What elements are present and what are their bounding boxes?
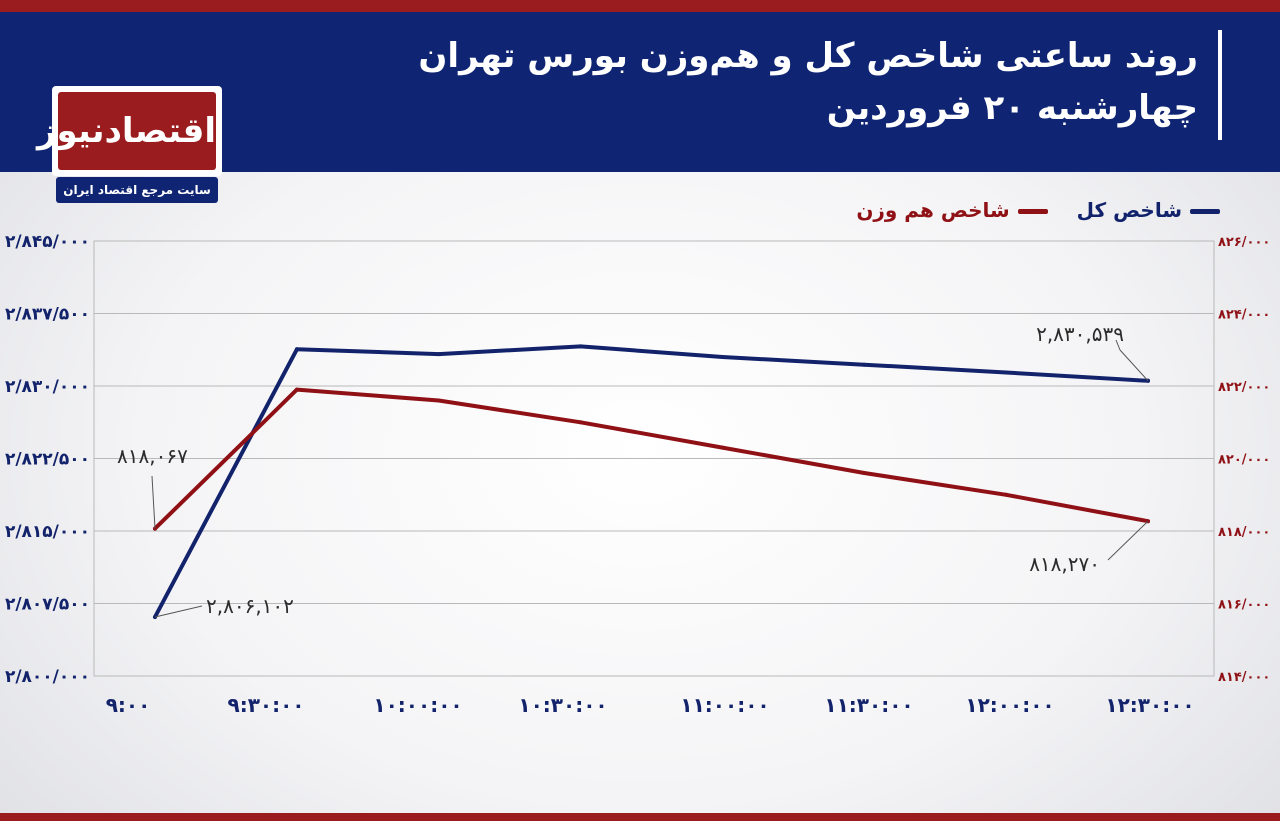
right-axis-tick-label: ۸۲۰/۰۰۰	[1218, 453, 1270, 468]
logo-wordmark: اقتصادنیوز	[37, 92, 217, 170]
right-axis-tick-label: ۸۲۴/۰۰۰	[1218, 308, 1270, 323]
legend-swatch-red	[1017, 209, 1048, 214]
legend: شاخص کل شاخص هم وزن	[834, 198, 1220, 222]
annotation-leader	[1107, 520, 1149, 561]
series-point-1	[578, 420, 583, 425]
data-label: ۸۱۸,۰۶۷	[117, 444, 188, 468]
series-point-0	[1004, 370, 1009, 375]
series-point-1	[720, 445, 725, 450]
title-line-2: چهارشنبه ۲۰ فروردین	[826, 88, 1198, 128]
annotation-leader	[151, 475, 156, 529]
x-axis-tick-label: ۱۲:۳۰:۰۰	[1105, 693, 1194, 717]
chart-title: روند ساعتی شاخص کل و هم‌وزن بورس تهران چ…	[418, 30, 1198, 134]
right-axis-tick-label: ۸۱۴/۰۰۰	[1218, 670, 1270, 685]
title-line-1: روند ساعتی شاخص کل و هم‌وزن بورس تهران	[418, 36, 1198, 76]
x-axis-tick-label: ۹:۳۰:۰۰	[227, 693, 304, 717]
logo-tagline: سایت مرجع اقتصاد ایران	[56, 177, 218, 203]
right-axis-tick-label: ۸۲۲/۰۰۰	[1218, 380, 1270, 395]
annotation-leader	[1119, 349, 1149, 382]
series-point-0	[720, 355, 725, 359]
x-axis-tick-label: ۱۱:۳۰:۰۰	[824, 693, 913, 717]
series-point-1	[862, 471, 867, 475]
legend-label-equal-weight: شاخص هم وزن	[856, 198, 1010, 222]
data-label: ۲,۸۳۰,۵۳۹	[1036, 322, 1124, 346]
legend-label-total-index: شاخص کل	[1076, 198, 1182, 222]
x-axis-tick-label: ۱۰:۳۰:۰۰	[518, 693, 607, 717]
right-axis-tick-label: ۸۱۸/۰۰۰	[1218, 525, 1270, 540]
annotation-leader	[1115, 339, 1121, 351]
left-axis-tick-label: ۲/۸۳۰/۰۰۰	[5, 377, 90, 397]
data-label: ۸۱۸,۲۷۰	[1029, 552, 1100, 576]
left-axis-tick-label: ۲/۸۳۷/۵۰۰	[5, 305, 90, 325]
x-axis-tick-label: ۱۲:۰۰:۰۰	[965, 693, 1054, 717]
left-axis-tick-label: ۲/۸۴۵/۰۰۰	[5, 232, 90, 252]
series-line-1	[153, 387, 1150, 531]
left-axis-tick-label: ۲/۸۱۵/۰۰۰	[5, 522, 90, 542]
series-line-0	[153, 344, 1150, 619]
legend-item-equal-weight: شاخص هم وزن	[856, 198, 1048, 222]
series-point-0	[294, 347, 299, 352]
title-divider	[1218, 30, 1222, 140]
x-axis-tick-label: ۱۱:۰۰:۰۰	[680, 693, 769, 717]
legend-swatch-blue	[1190, 209, 1220, 214]
left-axis-tick-label: ۲/۸۰۷/۵۰۰	[5, 595, 90, 615]
right-axis-tick-label: ۸۱۶/۰۰۰	[1218, 598, 1270, 613]
right-axis-tick-label: ۸۲۶/۰۰۰	[1218, 235, 1270, 250]
series-point-0	[862, 362, 867, 367]
legend-item-total-index: شاخص کل	[1077, 198, 1220, 222]
x-axis-tick-label: ۹:۰۰	[106, 693, 151, 717]
left-axis-tick-label: ۲/۸۰۰/۰۰۰	[5, 667, 90, 687]
series-point-0	[436, 352, 441, 357]
annotation-leader	[154, 605, 203, 618]
series-point-0	[578, 344, 583, 349]
left-axis-tick-label: ۲/۸۲۲/۵۰۰	[5, 450, 90, 470]
x-axis-tick-label: ۱۰:۰۰:۰۰	[373, 693, 462, 717]
data-label: ۲,۸۰۶,۱۰۲	[206, 594, 294, 618]
series-point-1	[294, 387, 299, 392]
series-point-1	[1004, 492, 1009, 497]
bottom-stripe	[0, 813, 1280, 821]
series-point-1	[436, 398, 441, 403]
logo: اقتصادنیوز	[37, 86, 222, 176]
top-stripe	[0, 0, 1280, 12]
